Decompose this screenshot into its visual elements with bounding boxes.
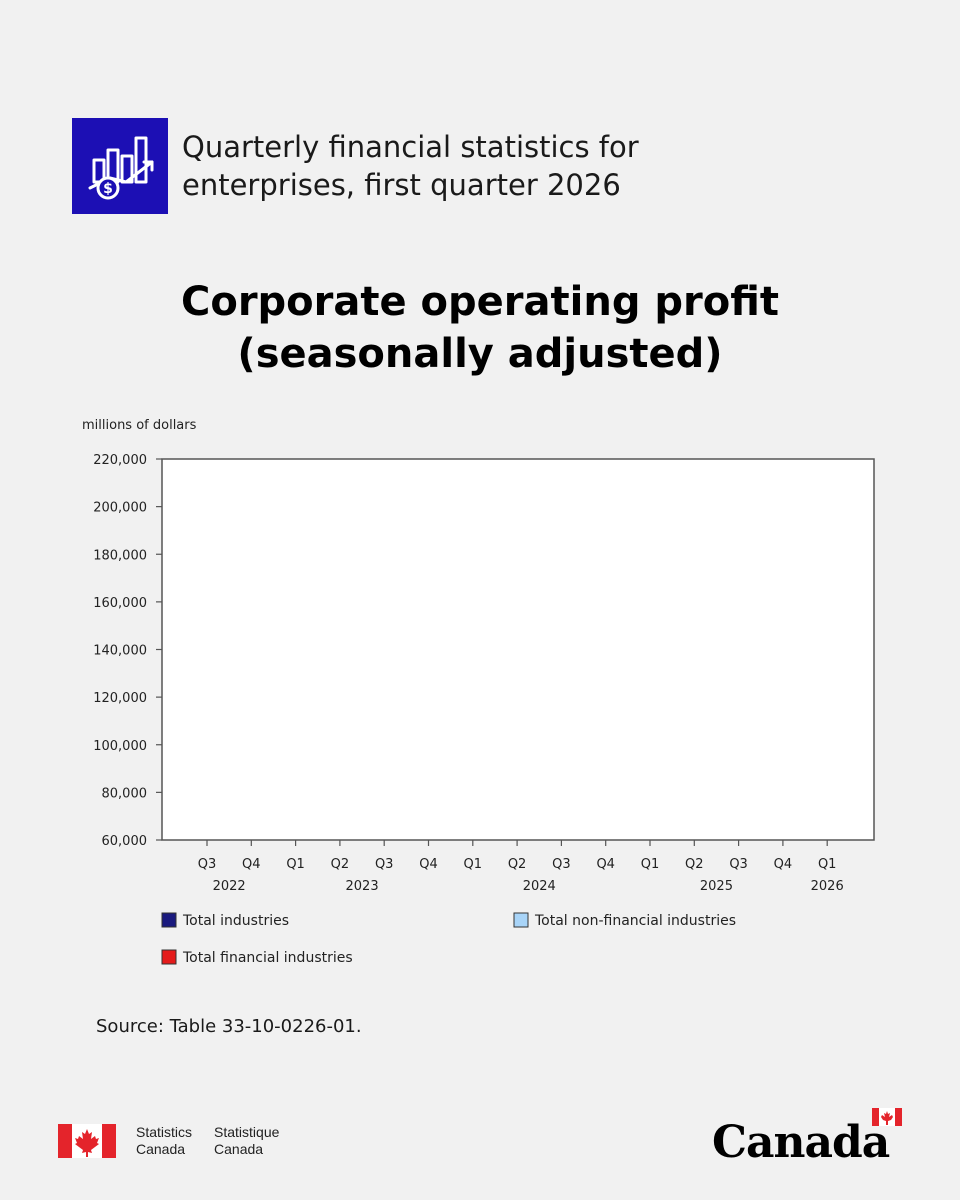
y-tick-label: 120,000 (93, 691, 147, 706)
signature-english: Statistics Canada (136, 1124, 192, 1158)
page-title-line-2: (seasonally adjusted) (237, 331, 723, 377)
bar-chart-dollar-icon: $ (72, 118, 168, 214)
x-tick-label: Q4 (242, 857, 261, 872)
legend-swatch (161, 912, 177, 928)
page-title-line-1: Corporate operating profit (180, 279, 779, 325)
signature-french: Statistique Canada (214, 1124, 279, 1158)
svg-text:$: $ (103, 181, 113, 197)
signature-en-line-1: Statistics (136, 1124, 193, 1140)
canada-flag-icon (58, 1124, 116, 1158)
x-tick-label: Q1 (641, 857, 660, 872)
y-tick-label: 200,000 (93, 501, 147, 516)
legend-label: Total financial industries (182, 950, 353, 966)
legend-label: Total non-financial industries (534, 913, 736, 929)
statcan-signature: Statistics Canada Statistique Canada (58, 1124, 279, 1158)
y-tick-label: 140,000 (93, 644, 147, 659)
legend-swatch (513, 912, 529, 928)
year-label: 2026 (811, 879, 844, 894)
year-label: 2024 (523, 879, 556, 894)
x-tick-label: Q4 (419, 857, 438, 872)
x-tick-label: Q3 (552, 857, 571, 872)
y-tick-label: 60,000 (102, 834, 148, 849)
year-label: 2022 (213, 879, 246, 894)
wordmark-text: Canada (712, 1117, 890, 1168)
x-tick-label: Q2 (508, 857, 527, 872)
x-tick-label: Q3 (198, 857, 217, 872)
canada-flag-icon (872, 1108, 902, 1126)
chart: millions of dollars 220,000 200,000 180,00… (0, 400, 960, 1000)
y-tick-label: 160,000 (93, 596, 147, 611)
y-tick-label: 220,000 (93, 453, 147, 468)
x-tick-label: Q1 (464, 857, 483, 872)
plot-area (161, 458, 875, 841)
page-title: Corporate operating profit (seasonally a… (0, 276, 960, 380)
signature-fr-line-1: Statistique (214, 1124, 280, 1140)
x-tick-label: Q1 (818, 857, 837, 872)
signature-fr-line-2: Canada (214, 1141, 264, 1157)
x-tick-label: Q4 (596, 857, 615, 872)
canada-wordmark: Canada (712, 1108, 902, 1168)
y-axis-label: millions of dollars (82, 418, 197, 433)
legend-label: Total industries (182, 913, 289, 929)
line-chart: millions of dollars 220,000 200,000 180,00… (82, 418, 875, 966)
y-tick-label: 80,000 (102, 786, 148, 801)
year-label: 2025 (700, 879, 733, 894)
signature-en-line-2: Canada (136, 1141, 186, 1157)
x-tick-label: Q3 (375, 857, 394, 872)
infographic-series-title: Quarterly financial statistics for enter… (182, 130, 639, 202)
x-tick-label: Q2 (331, 857, 350, 872)
y-tick-label: 100,000 (93, 739, 147, 754)
x-tick-label: Q4 (774, 857, 793, 872)
legend-swatch (161, 949, 177, 965)
y-tick-label: 180,000 (93, 548, 147, 563)
year-label: 2023 (346, 879, 379, 894)
header: $ Quarterly financial statistics for ent… (72, 118, 702, 214)
x-tick-label: Q3 (729, 857, 748, 872)
source-note: Source: Table 33-10-0226-01. (96, 1016, 362, 1037)
x-tick-label: Q1 (286, 857, 305, 872)
x-tick-label: Q2 (685, 857, 704, 872)
